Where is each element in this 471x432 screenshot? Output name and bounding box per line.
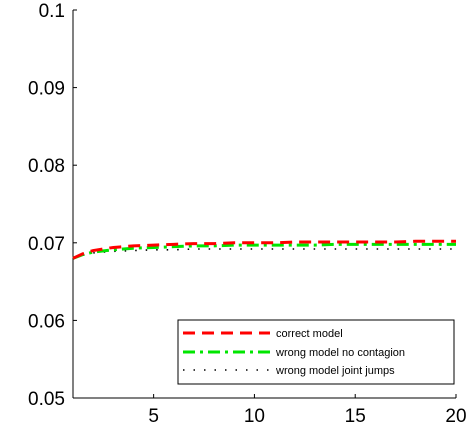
y-axis-ticks: 0.05 0.06 0.07 0.08 0.09 0.1: [28, 1, 77, 410]
y-tick-label: 0.1: [39, 1, 65, 22]
series-layer: [72, 239, 456, 260]
legend: correct model wrong model no contagion w…: [177, 319, 455, 385]
legend-box: [177, 319, 455, 385]
y-tick-label: 0.05: [28, 389, 65, 410]
legend-label-wrong-model-joint-jumps: wrong model joint jumps: [275, 365, 395, 377]
series-line-correct-model: [72, 239, 456, 260]
legend-label-wrong-model-no-contagion: wrong model no contagion: [275, 347, 405, 359]
y-tick-label: 0.09: [28, 79, 65, 100]
x-tick-label: 5: [148, 406, 159, 427]
legend-entry-correct-model: correct model: [183, 328, 343, 340]
legend-label-correct-model: correct model: [276, 328, 343, 340]
x-tick-label: 15: [345, 406, 366, 427]
y-tick-label: 0.06: [28, 311, 65, 332]
series-line-wrong-model-joint-jumps: [72, 248, 456, 260]
legend-entry-wrong-model-joint-jumps: wrong model joint jumps: [183, 365, 395, 377]
x-tick-label: 10: [244, 406, 265, 427]
y-tick-label: 0.07: [28, 234, 65, 255]
y-tick-label: 0.08: [28, 156, 65, 177]
legend-entry-wrong-model-no-contagion: wrong model no contagion: [183, 347, 405, 359]
x-tick-label: 20: [445, 406, 466, 427]
series-line-wrong-model-no-contagion: [72, 242, 456, 260]
x-axis-ticks: 5 10 15 20: [148, 394, 467, 427]
